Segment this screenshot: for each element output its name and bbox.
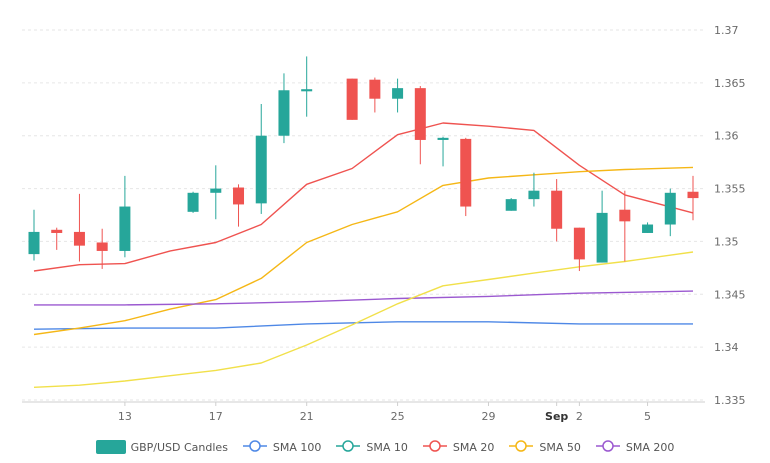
y-tick-label: 1.34 bbox=[714, 341, 739, 354]
candle bbox=[551, 179, 563, 242]
candle-body bbox=[460, 138, 472, 207]
candle bbox=[255, 104, 267, 214]
x-tick-label: 17 bbox=[209, 410, 223, 423]
candle bbox=[73, 193, 85, 262]
legend-item[interactable]: GBP/USD Candles bbox=[95, 440, 228, 454]
series-line-sma-100 bbox=[33, 321, 693, 330]
y-tick-label: 1.345 bbox=[714, 288, 746, 301]
line-swatch-icon bbox=[508, 439, 534, 456]
candle-body bbox=[187, 192, 199, 212]
x-tick-label: 2 bbox=[576, 410, 583, 423]
candle-body bbox=[642, 224, 654, 233]
candle-body bbox=[73, 231, 85, 246]
candle bbox=[619, 190, 631, 262]
candle-swatch-icon bbox=[95, 440, 126, 454]
legend-label: SMA 50 bbox=[539, 440, 581, 454]
candle bbox=[233, 184, 245, 227]
candle bbox=[187, 191, 199, 213]
candle-body bbox=[51, 229, 63, 233]
x-axis: 13 17 21 25 29 Sep 2 5 bbox=[22, 401, 705, 423]
line-swatch-icon bbox=[242, 439, 268, 456]
series-line-sma-20 bbox=[33, 122, 694, 272]
legend-item[interactable]: SMA 50 bbox=[508, 439, 581, 456]
candle bbox=[664, 188, 676, 237]
candle bbox=[210, 165, 222, 220]
candle-body bbox=[596, 212, 608, 263]
legend-item[interactable]: SMA 20 bbox=[422, 439, 495, 456]
y-tick-label: 1.37 bbox=[714, 24, 739, 37]
legend: GBP/USD Candles SMA 100 SMA 10 SMA 20 SMA 50… bbox=[0, 436, 770, 458]
x-tick-label: 25 bbox=[391, 410, 405, 423]
candle bbox=[51, 227, 63, 250]
y-tick-label: 1.335 bbox=[714, 394, 746, 407]
y-tick-label: 1.36 bbox=[714, 130, 739, 143]
series-line-sma-200 bbox=[34, 290, 694, 306]
legend-item[interactable]: SMA 100 bbox=[242, 439, 322, 456]
candle bbox=[301, 56, 313, 117]
candle bbox=[437, 136, 449, 167]
candle bbox=[528, 172, 540, 207]
candle-body bbox=[255, 135, 267, 204]
y-tick-label: 1.365 bbox=[714, 77, 746, 90]
legend-label: SMA 200 bbox=[625, 440, 675, 454]
y-axis: 1.37 1.365 1.36 1.355 1.35 1.345 1.34 1.335 bbox=[714, 24, 746, 407]
candle bbox=[278, 73, 290, 144]
candle bbox=[119, 175, 131, 258]
candle-body bbox=[551, 190, 563, 229]
candle-body bbox=[28, 231, 40, 255]
x-tick-label: 21 bbox=[300, 410, 314, 423]
candle bbox=[596, 190, 608, 263]
candle-body bbox=[119, 206, 131, 251]
candle bbox=[369, 77, 381, 113]
candle-body bbox=[505, 199, 517, 211]
candle bbox=[460, 137, 472, 217]
x-tick-label: 29 bbox=[481, 410, 495, 423]
candle bbox=[505, 198, 517, 211]
legend-label: SMA 10 bbox=[366, 440, 408, 454]
candle-body bbox=[210, 188, 222, 193]
legend-label: SMA 20 bbox=[452, 440, 495, 454]
candle bbox=[642, 222, 654, 233]
line-swatch-icon bbox=[595, 439, 621, 456]
candles bbox=[28, 56, 699, 272]
x-tick-label: Sep bbox=[545, 410, 568, 423]
x-tick-label: 13 bbox=[118, 410, 132, 423]
candle bbox=[573, 227, 585, 272]
candle-body bbox=[369, 79, 381, 99]
candle bbox=[687, 175, 699, 221]
line-swatch-icon bbox=[422, 439, 448, 456]
x-tick-label: 5 bbox=[644, 410, 651, 423]
candle-body bbox=[301, 89, 313, 92]
candle-body bbox=[233, 187, 245, 205]
candle bbox=[346, 78, 358, 120]
candle-body bbox=[687, 191, 699, 199]
sma-lines bbox=[33, 122, 694, 388]
candle bbox=[28, 209, 40, 261]
legend-item[interactable]: SMA 10 bbox=[335, 439, 408, 456]
candle-body bbox=[278, 90, 290, 136]
candle-body bbox=[346, 78, 358, 120]
series-line-unlabeled bbox=[33, 251, 694, 388]
candle-body bbox=[414, 88, 426, 140]
legend-label: GBP/USD Candles bbox=[130, 440, 228, 454]
line-swatch-icon bbox=[335, 439, 361, 456]
legend-label: SMA 100 bbox=[272, 440, 322, 454]
candle bbox=[392, 78, 404, 113]
legend-item[interactable]: SMA 200 bbox=[595, 439, 675, 456]
candle bbox=[414, 86, 426, 165]
candle-body bbox=[437, 137, 449, 140]
candle bbox=[96, 228, 108, 269]
candle-body bbox=[573, 227, 585, 260]
candle-body bbox=[528, 190, 540, 200]
y-tick-label: 1.355 bbox=[714, 183, 746, 196]
series-line-sma-50 bbox=[33, 166, 694, 336]
y-tick-label: 1.35 bbox=[714, 235, 739, 248]
candle-body bbox=[664, 192, 676, 225]
candle-body bbox=[96, 242, 108, 251]
candle-body bbox=[619, 209, 631, 222]
candle-body bbox=[392, 88, 404, 99]
